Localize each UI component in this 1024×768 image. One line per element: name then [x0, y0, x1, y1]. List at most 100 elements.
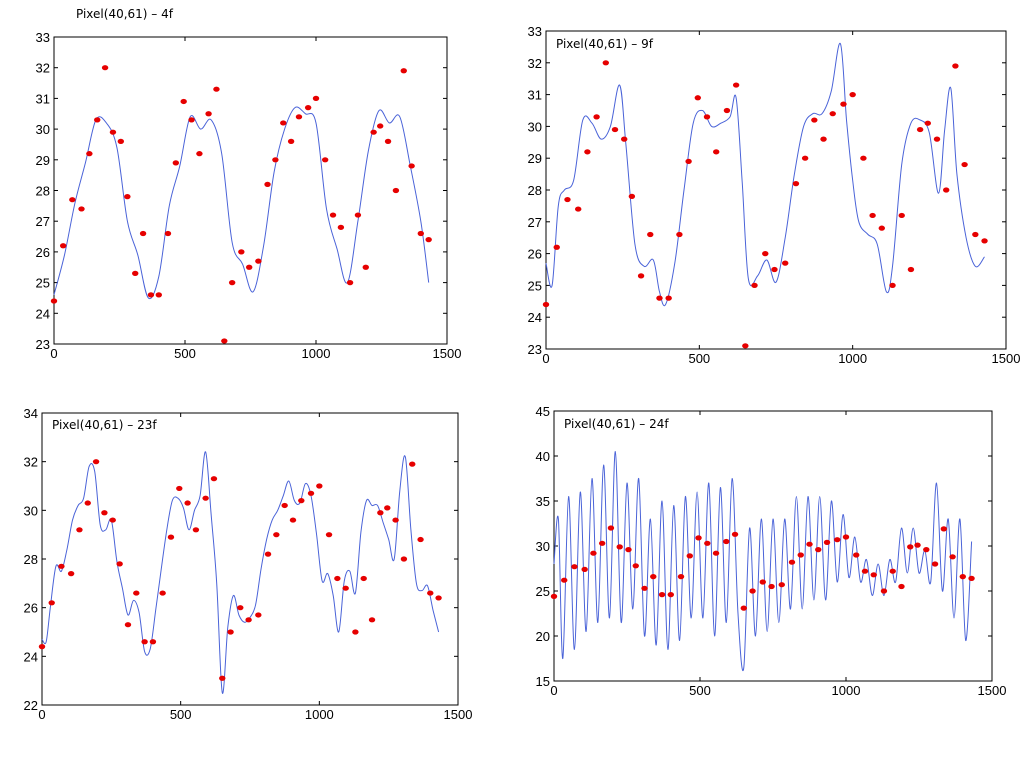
plot-24f: Pixel(40,61) – 24f 0 500 1000 1500 15 20 25 30 3… — [536, 404, 1007, 698]
y-tick-label: 26 — [528, 247, 542, 262]
data-point — [325, 532, 333, 538]
data-point — [889, 568, 896, 574]
data-point — [564, 196, 571, 203]
data-point — [101, 510, 108, 516]
data-point — [771, 266, 778, 273]
data-point — [237, 605, 244, 611]
data-point — [860, 155, 867, 161]
fit-curve — [53, 106, 430, 300]
data-point — [788, 559, 796, 565]
data-point — [952, 63, 959, 69]
data-point — [109, 517, 116, 523]
data-point — [880, 588, 888, 594]
x-tick-label: 500 — [688, 351, 710, 366]
y-tick-label: 34 — [24, 406, 38, 421]
data-point — [625, 547, 632, 553]
data-point — [685, 158, 692, 164]
data-point — [392, 187, 400, 194]
data-point — [213, 86, 220, 92]
data-point — [417, 536, 424, 543]
data-point — [869, 212, 876, 219]
data-point — [312, 95, 320, 101]
data-point — [778, 582, 785, 588]
data-point — [676, 231, 683, 238]
data-point — [823, 539, 831, 546]
y-tick-label: 24 — [24, 649, 38, 664]
data-point — [713, 149, 720, 155]
data-point — [376, 123, 384, 129]
data-point — [264, 181, 271, 187]
data-point — [245, 264, 253, 270]
data-point — [377, 510, 384, 516]
data-point — [959, 574, 966, 580]
data-point — [581, 566, 588, 573]
x-tick-label: 1000 — [302, 346, 331, 361]
y-tick-label: 23 — [36, 337, 50, 352]
data-point — [172, 160, 180, 166]
x-tick-label: 1000 — [832, 683, 861, 698]
data-point — [849, 92, 856, 98]
data-point — [435, 595, 442, 601]
data-point — [227, 629, 234, 635]
data-point — [561, 577, 568, 583]
data-point — [656, 295, 663, 301]
fit-curve — [41, 451, 440, 694]
y-tick-label: 25 — [528, 278, 542, 293]
data-point — [384, 138, 392, 144]
y-tick-label: 28 — [36, 184, 50, 199]
data-point — [723, 107, 731, 114]
data-point — [354, 212, 362, 218]
x-tick-label: 500 — [174, 346, 196, 361]
data-point — [598, 540, 606, 546]
data-point — [667, 592, 674, 598]
data-point — [188, 117, 195, 123]
y-tick-label: 27 — [36, 214, 50, 229]
y-tick-label: 26 — [36, 245, 50, 260]
data-point — [370, 129, 377, 135]
data-point — [289, 517, 297, 523]
data-point — [732, 82, 740, 88]
x-tick-label: 1000 — [838, 351, 867, 366]
data-point — [58, 563, 65, 569]
y-tick-label: 30 — [536, 539, 550, 554]
y-tick-label: 30 — [36, 122, 50, 137]
data-point — [362, 264, 369, 270]
y-tick-label: 45 — [536, 404, 550, 419]
data-point — [384, 505, 391, 511]
data-point — [167, 534, 175, 540]
data-point — [695, 535, 702, 541]
data-point — [86, 151, 93, 157]
data-point — [550, 593, 558, 600]
y-tick-label: 30 — [24, 503, 38, 518]
y-tick-label: 20 — [536, 629, 550, 644]
data-point — [704, 540, 711, 546]
data-point — [400, 556, 408, 562]
data-point — [542, 301, 550, 308]
data-point — [298, 498, 305, 504]
data-point — [255, 612, 262, 618]
data-point — [352, 629, 359, 635]
data-point — [616, 544, 623, 550]
data-point — [280, 120, 287, 126]
data-point — [968, 575, 975, 582]
data-point — [647, 231, 654, 238]
y-tick-label: 32 — [36, 61, 50, 76]
data-point — [59, 243, 67, 249]
y-tick-label: 24 — [528, 310, 542, 325]
y-tick-label: 33 — [36, 30, 50, 45]
y-tick-label: 35 — [536, 494, 550, 509]
data-point — [94, 117, 101, 123]
y-tick-label: 24 — [36, 306, 50, 321]
data-point — [78, 206, 85, 212]
fit-curve — [553, 450, 973, 671]
data-point — [427, 590, 434, 596]
plot-4f: Pixel(40,61) – 4f 0 500 1000 1500 23 24 25 26 27… — [36, 7, 462, 361]
x-tick-label: 0 — [542, 351, 549, 366]
data-point — [703, 114, 711, 120]
data-point — [164, 230, 172, 237]
x-tick-label: 500 — [689, 683, 711, 698]
data-point — [611, 126, 619, 133]
data-point — [792, 181, 800, 187]
data-point — [686, 553, 693, 559]
